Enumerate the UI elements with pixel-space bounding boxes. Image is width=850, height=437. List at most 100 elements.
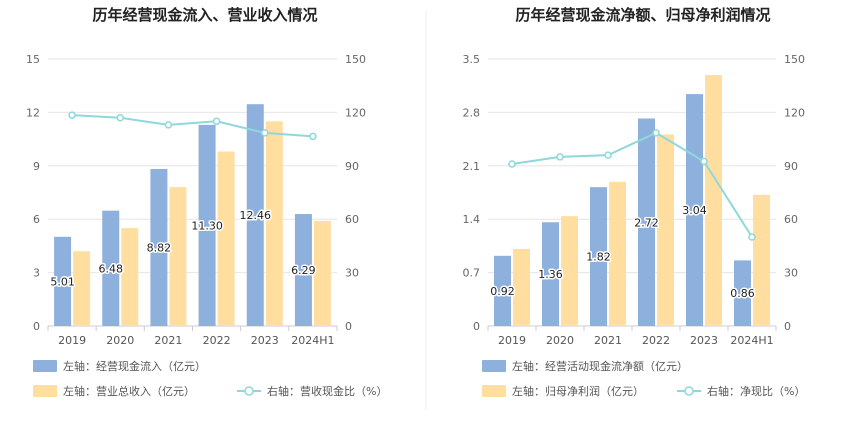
bar-secondary <box>513 248 530 326</box>
legend-label: 右轴：净现比（%） <box>707 384 805 398</box>
left-axis-tick-label: 2.8 <box>463 106 481 119</box>
line-point <box>68 111 76 119</box>
legend-swatch <box>33 360 57 372</box>
left-axis-tick-label: 0 <box>33 320 40 333</box>
data-label: 1.36 <box>538 268 563 281</box>
legend-label: 左轴：营业总收入（亿元） <box>63 384 195 398</box>
bar-secondary <box>265 121 283 326</box>
right-axis-tick-label: 90 <box>345 160 359 173</box>
bar-primary <box>734 260 751 326</box>
bar-secondary <box>121 228 139 326</box>
left-axis-tick-label: 3 <box>33 267 40 280</box>
data-label: 5.01 <box>50 275 75 288</box>
right-axis-tick-label: 30 <box>345 267 359 280</box>
bar-primary <box>542 222 559 326</box>
line-point <box>309 132 317 141</box>
x-axis-tick-label: 2024H1 <box>291 334 334 347</box>
line-point <box>261 129 269 137</box>
bar-primary <box>294 214 312 326</box>
bar-primary <box>246 104 264 326</box>
left-axis-tick-label: 3.5 <box>463 53 481 66</box>
line-point <box>748 233 756 241</box>
x-axis-tick-label: 2020 <box>106 334 134 347</box>
x-axis-tick-label: 2021 <box>154 334 182 347</box>
left-axis-tick-label: 2.1 <box>463 160 481 173</box>
data-label: 2.72 <box>634 216 659 229</box>
bar-secondary <box>217 151 235 326</box>
data-label: 6.48 <box>99 262 124 275</box>
line-point <box>700 157 708 166</box>
legend-label: 左轴：经营活动现金流净额（亿元） <box>512 359 688 373</box>
chart-title: 历年经营现金流入、营业收入情况 <box>92 6 317 24</box>
right-axis-tick-label: 150 <box>784 53 805 66</box>
chart-panel-1: 历年经营现金流入、营业收入情况0369121503060901201502019… <box>26 6 387 398</box>
left-axis-tick-label: 6 <box>33 213 40 226</box>
data-label: 8.82 <box>147 242 172 255</box>
bar-primary <box>590 187 607 326</box>
data-label: 11.30 <box>191 219 223 232</box>
right-axis-tick-label: 0 <box>784 320 791 333</box>
bar-secondary <box>657 134 674 326</box>
line-series <box>511 131 753 238</box>
data-label: 0.92 <box>490 285 515 298</box>
left-axis-tick-label: 1.4 <box>463 213 481 226</box>
x-axis-tick-label: 2020 <box>546 334 574 347</box>
x-axis-tick-label: 2023 <box>251 334 279 347</box>
x-axis-tick-label: 2022 <box>642 334 670 347</box>
line-point <box>116 113 124 122</box>
chart-title: 历年经营现金流净额、归母净利润情况 <box>515 6 770 24</box>
bar-secondary <box>753 194 770 326</box>
legend-swatch-marker <box>244 386 254 396</box>
legend-swatch <box>33 385 57 397</box>
bar-secondary <box>313 220 331 326</box>
right-axis-tick-label: 0 <box>345 320 352 333</box>
legend-swatch <box>482 360 506 372</box>
left-axis-tick-label: 0.7 <box>463 267 481 280</box>
right-axis-tick-label: 120 <box>784 106 805 119</box>
bar-primary <box>150 169 168 326</box>
left-axis-tick-label: 0 <box>473 320 480 333</box>
data-label: 12.46 <box>240 209 272 222</box>
legend: 左轴：经营现金流入（亿元） 左轴：营业总收入（亿元） 右轴：营收现金比（%） <box>33 359 387 398</box>
bar-primary <box>494 255 511 326</box>
data-label: 6.29 <box>291 264 316 277</box>
legend-label: 左轴：归母净利润（亿元） <box>512 384 644 398</box>
line-point <box>604 151 612 159</box>
chart-panel-2: 历年经营现金流净额、归母净利润情况 0 0.7 1.4 2.1 2.8 3.5 0 30 60 90… <box>463 6 806 398</box>
data-label: 0.86 <box>730 287 755 300</box>
legend: 左轴：经营活动现金流净额（亿元） 左轴：归母净利润（亿元） 右轴：净现比（%） <box>482 359 805 398</box>
line-series <box>72 114 313 138</box>
right-axis-tick-label: 30 <box>784 267 798 280</box>
legend-swatch-marker <box>684 386 694 396</box>
bar-secondary <box>705 75 722 327</box>
legend-swatch <box>482 385 506 397</box>
bar-primary <box>54 236 72 326</box>
right-axis-tick-label: 90 <box>784 160 798 173</box>
bar-secondary <box>561 216 578 326</box>
line-point <box>652 129 660 137</box>
bar-primary <box>102 210 120 326</box>
x-axis-tick-label: 2022 <box>203 334 231 347</box>
bar-secondary <box>169 187 187 326</box>
left-axis-tick-label: 9 <box>33 160 40 173</box>
legend-label: 右轴：营收现金比（%） <box>267 384 387 398</box>
right-axis-tick-label: 120 <box>345 106 366 119</box>
x-axis-tick-label: 2021 <box>594 334 622 347</box>
x-axis-tick-label: 2019 <box>58 334 86 347</box>
left-axis-tick-label: 15 <box>26 53 40 66</box>
line-point <box>212 117 221 126</box>
bar-primary <box>638 118 655 326</box>
x-axis-tick-label: 2019 <box>498 334 526 347</box>
line-point <box>556 153 564 161</box>
bar-primary <box>198 124 216 326</box>
left-axis-tick-label: 12 <box>26 106 40 119</box>
right-axis-tick-label: 60 <box>345 213 359 226</box>
legend-label: 左轴：经营现金流入（亿元） <box>63 359 206 373</box>
bar-secondary <box>609 181 626 326</box>
x-axis-tick-label: 2024H1 <box>730 334 773 347</box>
line-point <box>164 121 173 129</box>
right-axis-tick-label: 60 <box>784 213 798 226</box>
line-point <box>508 160 516 168</box>
x-axis-tick-label: 2023 <box>690 334 718 347</box>
